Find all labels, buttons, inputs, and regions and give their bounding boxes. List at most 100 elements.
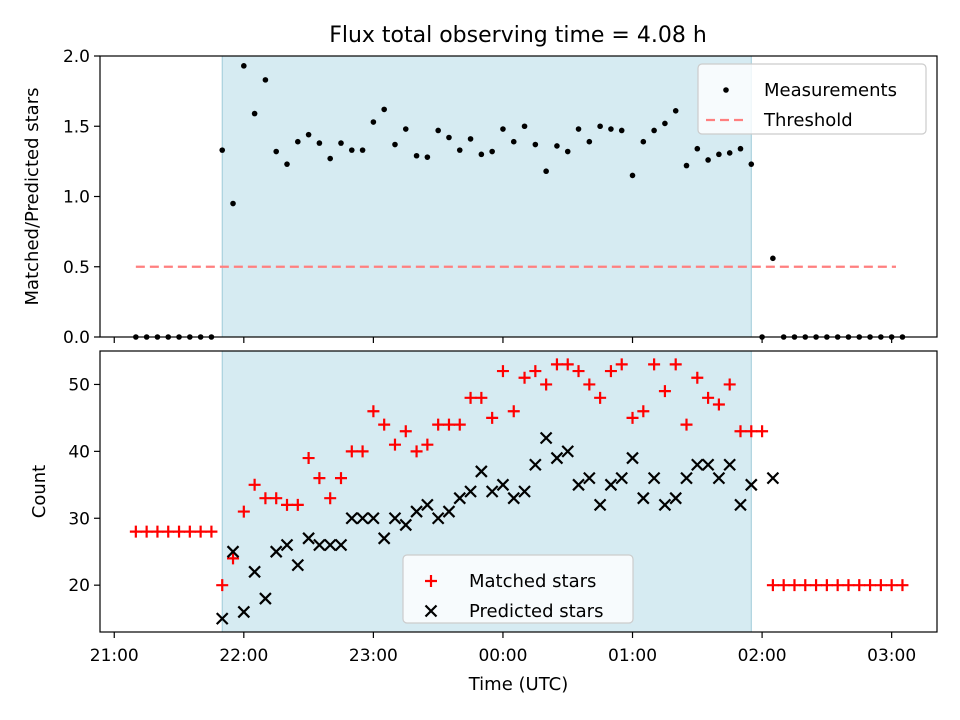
data-point xyxy=(561,358,574,371)
data-point xyxy=(539,431,553,445)
data-point xyxy=(216,579,229,592)
data-point xyxy=(629,172,636,179)
data-point xyxy=(230,200,236,207)
data-point xyxy=(162,525,175,538)
data-point xyxy=(251,110,258,117)
legend: Matched stars Predicted stars xyxy=(402,554,634,624)
data-point xyxy=(820,579,833,592)
data-point xyxy=(485,485,499,498)
data-point xyxy=(518,485,531,498)
data-point xyxy=(377,532,391,545)
data-point xyxy=(626,411,639,424)
data-point xyxy=(129,525,142,538)
data-point xyxy=(219,147,226,153)
data-point xyxy=(226,545,240,558)
data-point xyxy=(734,498,747,512)
y-tick-label: 1.0 xyxy=(63,188,90,208)
data-point xyxy=(305,131,312,138)
data-point xyxy=(572,478,585,492)
data-point xyxy=(356,445,369,458)
data-point xyxy=(672,107,679,114)
data-point xyxy=(532,141,539,148)
legend-label: Threshold xyxy=(763,110,853,131)
data-point xyxy=(604,478,618,492)
data-point xyxy=(241,63,247,69)
data-point xyxy=(564,148,571,155)
data-point xyxy=(478,151,485,158)
data-point xyxy=(413,152,420,159)
y-axis-label: Matched/Predicted stars xyxy=(22,88,43,306)
x-tick-label: 21:00 xyxy=(90,646,139,666)
data-point xyxy=(799,579,812,592)
data-point xyxy=(618,127,625,134)
data-point xyxy=(593,498,607,512)
data-point xyxy=(269,545,283,558)
data-point xyxy=(510,138,517,145)
data-point xyxy=(777,579,790,592)
data-point xyxy=(853,579,866,592)
data-point xyxy=(381,106,387,113)
data-point xyxy=(756,425,769,438)
data-point xyxy=(456,147,463,153)
data-point xyxy=(273,148,280,155)
series-matched-stars xyxy=(129,358,909,592)
data-point xyxy=(302,452,315,465)
data-point xyxy=(453,418,466,431)
x-tick-label: 01:00 xyxy=(608,646,657,666)
data-point xyxy=(770,255,776,262)
data-point xyxy=(316,140,323,146)
data-point xyxy=(359,147,366,153)
data-point xyxy=(338,140,344,146)
data-point xyxy=(550,451,564,465)
data-point xyxy=(496,365,509,378)
data-point xyxy=(658,385,671,398)
count-panel: 20 30 40 50 21:00 22:00 23:00 00:00 01:00 02:00 03… xyxy=(29,350,938,695)
data-point xyxy=(572,365,585,378)
data-point xyxy=(432,418,445,431)
data-point xyxy=(464,391,477,404)
data-point xyxy=(205,525,218,538)
data-point xyxy=(410,445,423,458)
data-point xyxy=(388,438,401,451)
data-point xyxy=(248,478,261,491)
data-point xyxy=(831,579,844,592)
data-point xyxy=(507,405,520,418)
data-point xyxy=(367,511,380,525)
data-point xyxy=(680,418,693,431)
data-point xyxy=(575,126,582,132)
data-point xyxy=(291,558,305,572)
data-point xyxy=(151,525,164,538)
data-point xyxy=(521,123,528,130)
legend-label: Predicted stars xyxy=(469,601,603,622)
data-point xyxy=(345,445,358,458)
data-point xyxy=(737,145,744,152)
data-point xyxy=(399,425,412,438)
data-point xyxy=(597,123,603,130)
data-point xyxy=(302,532,315,545)
data-point xyxy=(874,579,887,592)
data-point xyxy=(183,525,196,538)
data-point xyxy=(691,458,704,472)
data-point xyxy=(173,525,186,538)
data-point xyxy=(810,579,823,592)
data-point xyxy=(637,405,650,418)
data-point xyxy=(748,161,755,167)
data-point xyxy=(734,425,747,438)
y-tick-label: 1.5 xyxy=(63,117,90,137)
data-point xyxy=(669,358,682,371)
data-point xyxy=(489,148,495,155)
data-point xyxy=(647,471,661,485)
y-tick-label: 40 xyxy=(68,442,90,462)
data-point xyxy=(464,485,477,498)
data-point xyxy=(540,378,553,391)
data-point xyxy=(842,579,855,592)
data-point xyxy=(475,465,488,478)
data-point xyxy=(529,458,542,472)
data-point xyxy=(237,605,251,619)
data-point xyxy=(726,150,733,156)
data-point xyxy=(442,505,456,518)
data-point xyxy=(745,425,758,438)
data-point xyxy=(864,579,877,592)
